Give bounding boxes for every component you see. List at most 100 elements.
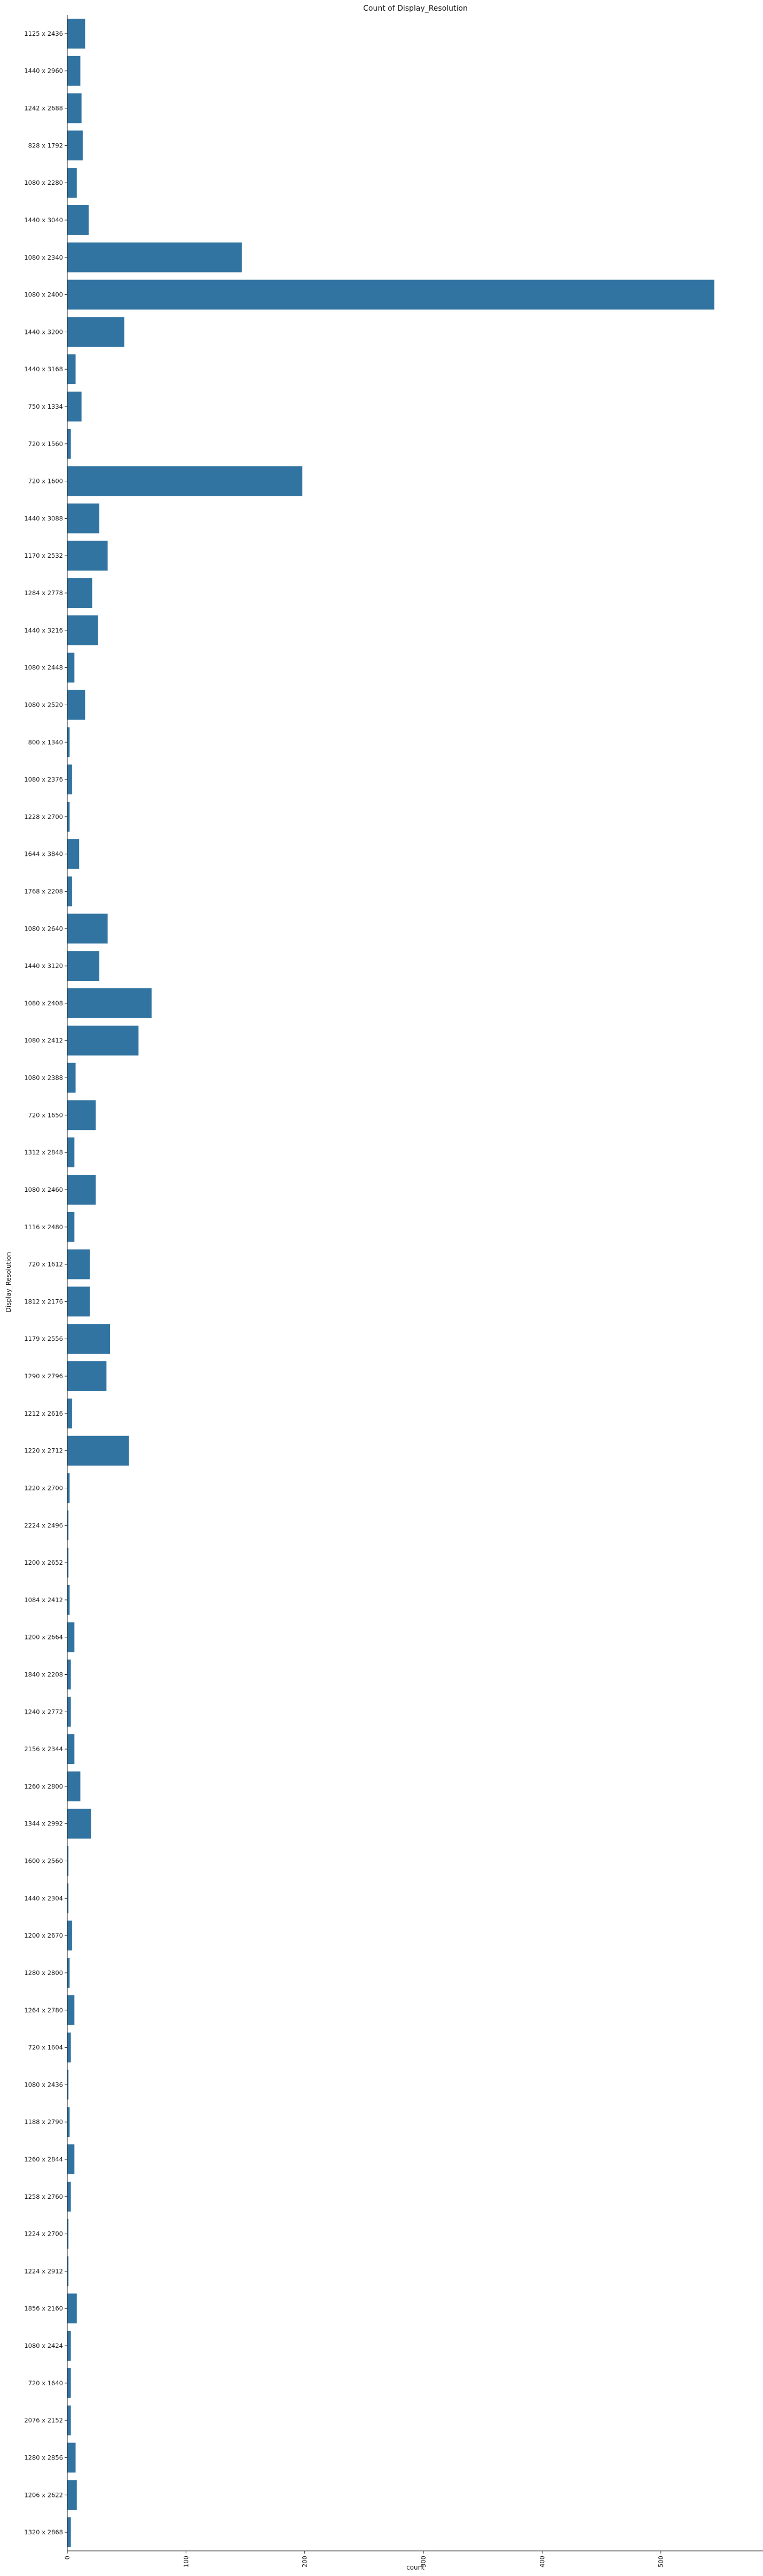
- bar: [67, 503, 100, 534]
- y-tick-label: 1084 x 2412: [24, 1596, 63, 1604]
- y-tick-label: 1312 x 2848: [24, 1149, 63, 1156]
- bar: [67, 1808, 91, 1839]
- y-tick-label: 1240 x 2772: [24, 1708, 63, 1715]
- bar: [67, 914, 108, 944]
- y-tick-label: 1080 x 2436: [24, 2081, 63, 2088]
- x-tick-label: 100: [182, 2556, 190, 2567]
- bar: [67, 1324, 111, 1354]
- y-tick-label: 720 x 1650: [28, 1111, 63, 1119]
- x-axis-label: count: [406, 2564, 424, 2571]
- bar: [67, 2181, 71, 2212]
- y-tick-label: 1080 x 2340: [24, 254, 63, 261]
- bar: [67, 2368, 71, 2398]
- bar: [67, 1361, 107, 1391]
- bar: [67, 1398, 72, 1428]
- bar-series: [67, 18, 714, 2548]
- y-tick-label: 1284 x 2778: [24, 589, 63, 597]
- bar: [67, 1734, 75, 1765]
- y-tick-label: 1440 x 3120: [24, 962, 63, 970]
- y-tick-label: 1200 x 2652: [24, 1559, 63, 1566]
- y-tick-label: 720 x 1600: [28, 478, 63, 485]
- bar: [67, 1584, 70, 1615]
- y-tick-label: 1440 x 3040: [24, 216, 63, 224]
- y-tick-label: 1440 x 3088: [24, 514, 63, 522]
- y-tick-label: 1242 x 2688: [24, 105, 63, 112]
- y-tick-label: 1228 x 2700: [24, 813, 63, 821]
- bar: [67, 1025, 139, 1056]
- bar: [67, 801, 70, 832]
- y-tick-label: 720 x 1560: [28, 440, 63, 448]
- bar: [67, 839, 80, 869]
- y-tick-label: 1220 x 2712: [24, 1447, 63, 1455]
- y-tick-label: 720 x 1640: [28, 2379, 63, 2387]
- y-tick-label: 750 x 1334: [28, 403, 63, 410]
- y-tick-label: 1320 x 2868: [24, 2528, 63, 2536]
- x-tick-label: 300: [420, 2556, 427, 2567]
- x-tick-label: 200: [301, 2556, 309, 2567]
- bar: [67, 1846, 69, 1876]
- bar: [67, 541, 108, 571]
- y-tick-label: 1200 x 2670: [24, 1932, 63, 1939]
- y-tick-label: 1260 x 2844: [24, 2156, 63, 2163]
- bar: [67, 1473, 70, 1503]
- y-tick-label: 1200 x 2664: [24, 1634, 63, 1641]
- bar: [67, 130, 83, 161]
- y-tick-label: 1080 x 2376: [24, 776, 63, 783]
- y-tick-label: 1440 x 3200: [24, 328, 63, 335]
- y-tick-label: 1206 x 2622: [24, 2491, 63, 2499]
- y-tick-label: 1258 x 2760: [24, 2193, 63, 2200]
- y-tick-label: 1080 x 2400: [24, 291, 63, 299]
- y-tick-label: 1768 x 2208: [24, 888, 63, 895]
- bar: [67, 2256, 69, 2286]
- y-tick-label: 1280 x 2856: [24, 2454, 63, 2461]
- bar: [67, 2442, 76, 2473]
- bar: [67, 1958, 70, 1988]
- bar: [67, 18, 85, 49]
- bar: [67, 354, 76, 385]
- y-tick-label: 1220 x 2700: [24, 1484, 63, 1492]
- bar: [67, 1659, 71, 1690]
- bar: [67, 727, 70, 758]
- bar: [67, 1548, 69, 1578]
- y-axis-label: Display_Resolution: [5, 1252, 12, 1313]
- bar: [67, 1883, 69, 1914]
- bar: [67, 2331, 71, 2361]
- bar: [67, 764, 72, 795]
- bar: [67, 392, 82, 421]
- y-tick-label: 800 x 1340: [28, 738, 63, 746]
- bar: [67, 2107, 70, 2137]
- bar: [67, 2480, 77, 2510]
- y-tick-label: 1644 x 3840: [24, 850, 63, 858]
- bar: [67, 2144, 75, 2174]
- bar: [67, 615, 98, 645]
- bar: [67, 2032, 71, 2063]
- bar: [67, 1697, 71, 1727]
- y-tick-label: 1224 x 2912: [24, 2267, 63, 2275]
- bar: [67, 205, 89, 235]
- y-tick-label: 1440 x 2304: [24, 1894, 63, 1902]
- y-tick-label: 720 x 1612: [28, 1261, 63, 1268]
- bar: [67, 317, 124, 347]
- y-tick-label: 1812 x 2176: [24, 1298, 63, 1305]
- y-tick-label: 828 x 1792: [28, 142, 63, 149]
- y-tick-label: 720 x 1604: [28, 2044, 63, 2051]
- x-axis-ticks: 0 100 200 300 400 500: [64, 2551, 665, 2567]
- y-tick-labels: 1125 x 2436 1440 x 2960 1242 x 2688 828 x 1…: [24, 30, 67, 2536]
- chart-title: Count of Display_Resolution: [363, 4, 468, 13]
- bar: [67, 2293, 77, 2324]
- bar: [67, 578, 92, 608]
- bar: [67, 1212, 75, 1242]
- y-tick-label: 1440 x 2960: [24, 67, 63, 75]
- bar: [67, 1137, 75, 1168]
- y-tick-label: 2076 x 2152: [24, 2417, 63, 2424]
- y-tick-label: 1290 x 2796: [24, 1372, 63, 1380]
- bar: [67, 168, 77, 198]
- bar: [67, 951, 100, 981]
- bar: [67, 988, 152, 1018]
- y-tick-label: 1080 x 2448: [24, 664, 63, 672]
- y-tick-label: 1260 x 2800: [24, 1783, 63, 1790]
- y-tick-label: 1125 x 2436: [24, 30, 63, 37]
- bar: [67, 1995, 75, 2025]
- y-tick-label: 1280 x 2800: [24, 1969, 63, 1977]
- bar: [67, 1063, 76, 1093]
